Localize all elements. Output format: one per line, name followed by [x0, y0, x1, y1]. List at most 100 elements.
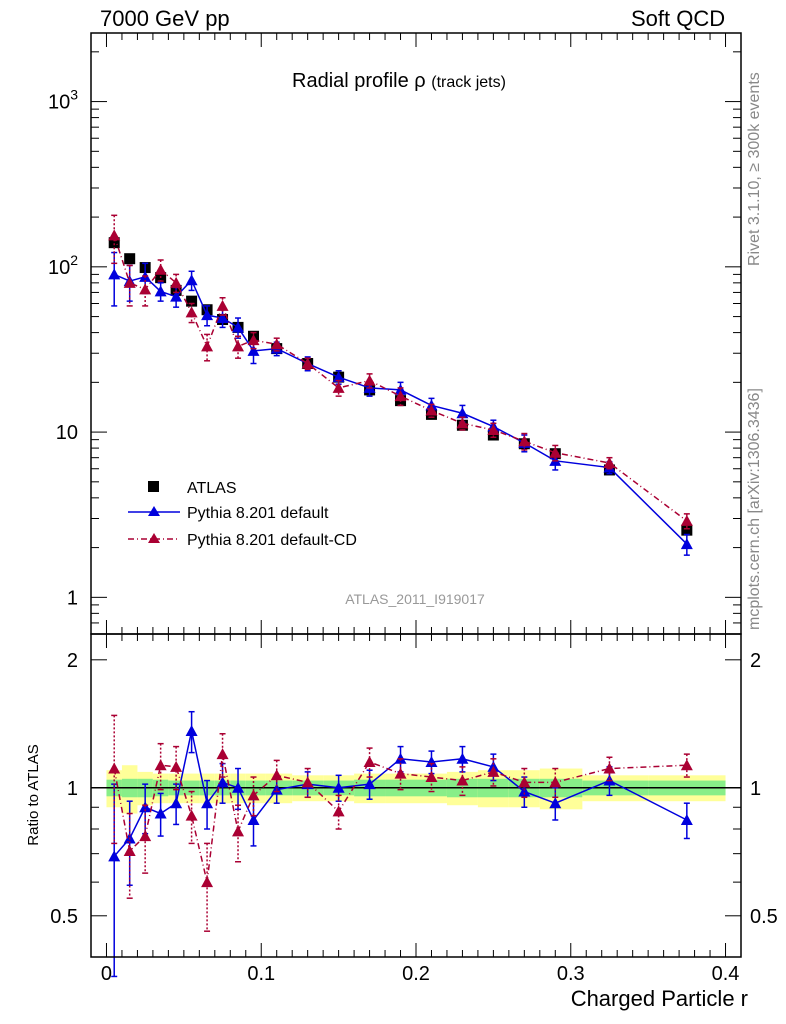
legend-label-atlas: ATLAS: [187, 480, 237, 497]
series-2-main-point: [332, 381, 345, 393]
series-1-main-point: [185, 274, 198, 286]
series-2-ratio-point: [185, 809, 198, 821]
atlas-point: [124, 253, 136, 265]
series-1-main-line: [113, 273, 688, 545]
series-1-main-point: [170, 290, 183, 302]
series-2-ratio-point: [680, 759, 693, 771]
legend-label-pythia-cd: Pythia 8.201 default-CD: [187, 532, 357, 549]
series-2-main-point: [456, 417, 469, 429]
series-2-ratio-line: [113, 753, 687, 883]
atlas-point: [681, 524, 693, 536]
legend-marker-pythia-cd: [148, 533, 160, 543]
series-1-ratio-point: [549, 797, 562, 809]
series-2-main-point: [270, 338, 283, 350]
series-1-ratio-point: [154, 807, 167, 819]
y-tick-label: 10: [56, 422, 78, 444]
series-2-ratio-point: [549, 776, 562, 788]
series-1-main-point: [108, 268, 121, 280]
series-2-main-point: [425, 404, 438, 416]
series-2-ratio-point: [170, 760, 183, 772]
legend: ATLAS Pythia 8.201 default Pythia 8.201 …: [128, 480, 357, 549]
series-1-ratio-point: [456, 752, 469, 764]
series-2-main-point: [549, 446, 562, 458]
ratio-y-tick-label: 2: [67, 650, 78, 672]
series-1-ratio-point: [247, 813, 260, 825]
series-2-ratio-point: [123, 845, 136, 857]
x-tick-label: 0.2: [402, 963, 430, 985]
chart-title: Radial profile ρ (track jets): [292, 70, 506, 92]
series-1-ratio-point: [216, 776, 229, 788]
ratio-y-tick-label-right: 2: [750, 650, 761, 672]
series-1-ratio-point: [332, 781, 345, 793]
series-2-main-point: [603, 457, 616, 469]
y-tick-label: 103: [48, 87, 78, 114]
series-2-ratio-point: [425, 771, 438, 783]
series-2-main-point: [301, 357, 314, 369]
series-2-ratio-point: [139, 830, 152, 842]
series-2-ratio-point: [201, 876, 214, 888]
series-1-ratio-point: [232, 781, 245, 793]
series-2-main-point: [201, 340, 214, 352]
x-tick-label: 0: [101, 963, 112, 985]
atlas-point: [487, 429, 499, 441]
series-1-ratio-point: [518, 785, 531, 797]
series-1-main-point: [456, 407, 469, 419]
series-2-main-point: [216, 299, 229, 311]
series-2-main-point: [518, 435, 531, 447]
series-2-ratio-point: [518, 776, 531, 788]
series-1-ratio-point: [680, 813, 693, 825]
series-2-main-point: [487, 423, 500, 435]
series-2-main-point: [123, 276, 136, 288]
header-left: 7000 GeV pp: [100, 6, 230, 31]
x-tick-label: 0.1: [247, 963, 275, 985]
ratio-y-tick-label-right: 0.5: [750, 906, 778, 928]
legend-label-pythia-default: Pythia 8.201 default: [187, 505, 329, 522]
x-tick-label: 0.4: [712, 963, 740, 985]
series-2-ratio-point: [270, 769, 283, 781]
ratio-y-tick-label: 1: [67, 778, 78, 800]
series-2-main-point: [170, 276, 183, 288]
series-2-main-point: [185, 306, 198, 318]
atlas-point: [186, 295, 198, 307]
series-2-main-line: [113, 235, 688, 522]
series-2-ratio-point: [487, 765, 500, 777]
series-1-ratio-point: [170, 797, 183, 809]
series-2-main-point: [363, 374, 376, 386]
series-2-main-point: [154, 263, 167, 275]
series-2-ratio-point: [301, 776, 314, 788]
series-2-ratio-point: [154, 759, 167, 771]
ratio-y-axis-label: Ratio to ATLAS: [25, 744, 42, 845]
series-2-ratio-point: [108, 762, 121, 774]
analysis-id: ATLAS_2011_I919017: [345, 591, 485, 607]
header-right: Soft QCD: [631, 6, 726, 31]
series-1-main-point: [216, 312, 229, 324]
legend-marker-atlas: [148, 481, 159, 492]
atlas-point: [108, 237, 120, 249]
series-2-ratio-point: [456, 774, 469, 786]
series-2-ratio-point: [332, 805, 345, 817]
series-2-ratio-point: [603, 762, 616, 774]
series-2-main-point: [108, 229, 121, 241]
series-2-ratio-point: [394, 767, 407, 779]
series-2-main-point: [247, 334, 260, 346]
series-1-main-point: [232, 321, 245, 333]
y-tick-label: 1: [67, 587, 78, 609]
series-1-ratio-point: [108, 850, 121, 862]
y-tick-label: 102: [48, 252, 78, 279]
series-1-ratio-line: [113, 730, 688, 857]
ratio-y-tick-label: 0.5: [50, 906, 78, 928]
series-2-ratio-point: [363, 755, 376, 767]
x-tick-label: 0.3: [557, 963, 585, 985]
series-1-ratio-point: [363, 778, 376, 790]
series-2-main-point: [232, 340, 245, 352]
series-1-ratio-point: [185, 725, 198, 737]
series-2-ratio-point: [232, 825, 245, 837]
series-2-main-point: [394, 390, 407, 402]
series-2-ratio-point: [216, 748, 229, 760]
series-2-main-point: [680, 514, 693, 526]
ratio-y-tick-label-right: 1: [750, 778, 761, 800]
series-2-ratio-point: [247, 789, 260, 801]
series-1-main-point: [247, 344, 260, 356]
legend-marker-pythia-default: [148, 506, 160, 516]
